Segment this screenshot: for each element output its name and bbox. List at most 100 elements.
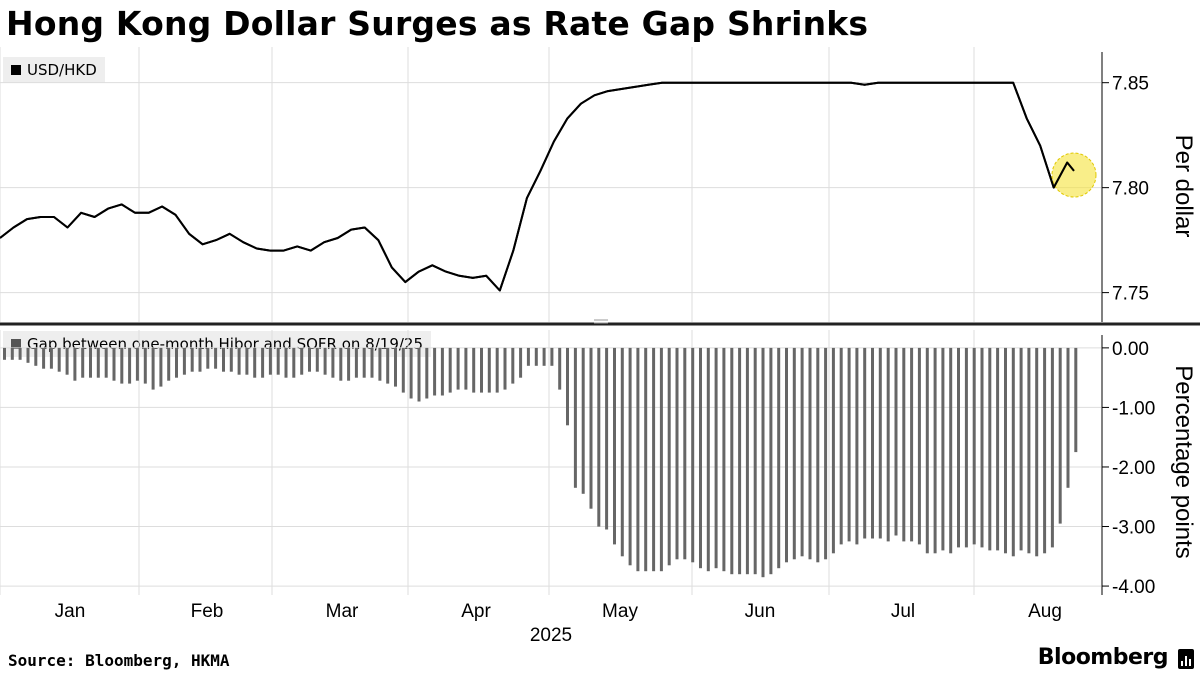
y-tick-label-bottom: -3.00 xyxy=(1112,518,1155,539)
gap-bar xyxy=(996,347,1000,551)
gap-bar xyxy=(143,347,147,384)
x-tick-label: Jun xyxy=(745,601,776,622)
gap-bar xyxy=(1058,347,1062,524)
gap-bar xyxy=(620,347,624,557)
gap-bar xyxy=(785,347,788,563)
gap-bar xyxy=(644,347,648,572)
gap-bar xyxy=(652,347,656,572)
gap-bar xyxy=(753,347,757,575)
y-tick-label-bottom: 0.00 xyxy=(1112,339,1149,360)
gap-bar xyxy=(135,347,139,381)
gap-bar xyxy=(112,347,116,381)
gap-bar xyxy=(988,347,992,551)
gap-bar xyxy=(253,347,257,378)
gap-bar xyxy=(354,347,358,378)
gap-bar xyxy=(941,347,945,551)
gap-bar xyxy=(237,347,241,375)
gap-bar xyxy=(511,347,515,384)
gap-bar xyxy=(519,347,523,378)
x-tick-label: Jul xyxy=(891,601,915,622)
gap-bar xyxy=(206,347,210,369)
gap-bar xyxy=(198,347,202,372)
gap-bar xyxy=(917,347,921,545)
gap-bar xyxy=(300,347,304,375)
legend-bar-swatch xyxy=(11,339,21,349)
gap-bar xyxy=(894,347,898,536)
source-note: Source: Bloomberg, HKMA xyxy=(8,651,230,670)
bloomberg-chart-icon xyxy=(1178,649,1194,669)
gap-bar xyxy=(409,347,413,399)
gap-bar xyxy=(292,347,296,378)
gap-bar xyxy=(268,347,272,375)
gap-bar xyxy=(386,347,390,384)
y-axis-title-top: Per dollar xyxy=(1170,135,1197,238)
gap-bar xyxy=(120,347,124,384)
gap-bar xyxy=(542,347,546,366)
gap-bar xyxy=(464,347,468,390)
gap-bar xyxy=(331,347,335,378)
gap-bar xyxy=(10,347,14,360)
x-tick-label: Apr xyxy=(461,601,491,622)
gap-bar xyxy=(175,347,178,378)
gap-bar xyxy=(81,347,85,378)
gap-bar xyxy=(362,347,366,378)
y-axis-title-bottom: Percentage points xyxy=(1170,365,1197,558)
gap-bar xyxy=(722,347,726,572)
gap-bar xyxy=(308,347,311,372)
gap-bar xyxy=(1027,347,1031,554)
gap-bar xyxy=(323,347,327,375)
gap-bar xyxy=(229,347,233,372)
gap-bar xyxy=(26,347,30,363)
gap-bar xyxy=(440,347,444,396)
legend-usd-hkd: USD/HKD xyxy=(3,57,105,83)
gap-bar xyxy=(370,347,374,378)
gap-bar xyxy=(1043,347,1047,554)
gap-bar xyxy=(769,347,773,575)
gap-bar xyxy=(824,347,828,560)
gap-bar xyxy=(1050,347,1054,548)
gap-bar xyxy=(691,347,695,563)
gap-bar xyxy=(667,347,671,566)
x-tick-label: May xyxy=(602,601,638,622)
gap-bar xyxy=(534,347,538,366)
gap-bar xyxy=(472,347,476,393)
x-tick-label: Mar xyxy=(326,601,359,622)
gap-bar xyxy=(886,347,890,542)
gap-bar xyxy=(214,347,218,369)
gap-bar xyxy=(104,347,108,378)
gap-bar xyxy=(613,347,616,545)
gap-bar xyxy=(96,347,100,378)
gap-bar xyxy=(933,347,937,554)
gap-bar xyxy=(18,347,22,360)
gap-bar xyxy=(190,347,194,372)
gap-bar xyxy=(730,347,734,575)
gap-bar xyxy=(605,347,609,530)
gap-bar xyxy=(925,347,929,554)
gap-bar xyxy=(1011,347,1015,557)
gap-bar xyxy=(394,347,397,387)
gap-bar xyxy=(675,347,679,560)
gap-bar xyxy=(417,347,421,402)
gap-bar xyxy=(159,347,163,387)
gap-bar xyxy=(261,347,265,378)
y-tick-label-bottom: -2.00 xyxy=(1112,458,1155,479)
gap-bar xyxy=(3,347,6,360)
gap-bar xyxy=(42,347,46,369)
y-tick-label-top: 7.80 xyxy=(1112,179,1149,200)
x-tick-label: Feb xyxy=(191,601,224,622)
gap-bar xyxy=(1004,347,1007,554)
gap-bar xyxy=(503,347,507,390)
gap-bar xyxy=(957,347,960,548)
gap-bar xyxy=(49,347,53,369)
usd-hkd-line-overlay xyxy=(0,81,1075,292)
gap-bar xyxy=(401,347,405,393)
gap-bar xyxy=(480,347,483,393)
gap-bar xyxy=(65,347,69,375)
gap-bar xyxy=(1074,347,1078,453)
gap-bar xyxy=(855,347,859,545)
x-axis-year-label: 2025 xyxy=(530,625,572,646)
gap-bar xyxy=(566,347,569,426)
gap-bar xyxy=(34,347,38,366)
gap-bar xyxy=(581,347,585,494)
gap-bar xyxy=(128,347,132,384)
